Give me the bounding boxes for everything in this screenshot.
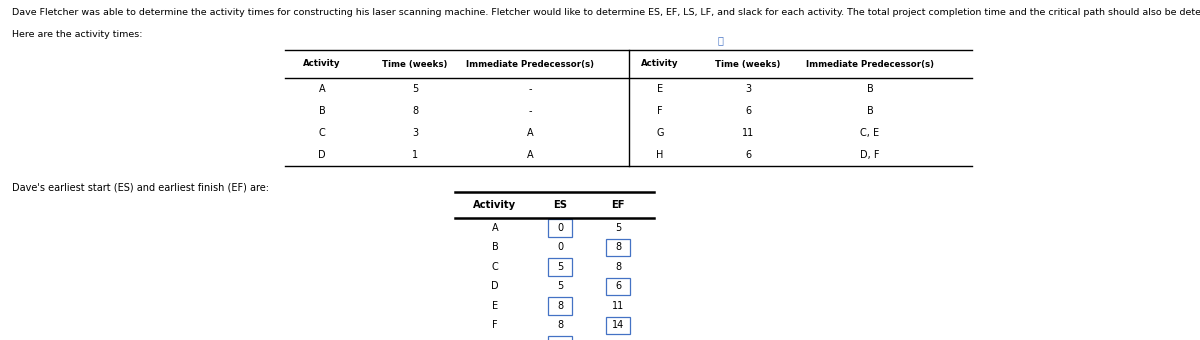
Text: Activity: Activity [474, 200, 516, 210]
Text: F: F [658, 106, 662, 116]
Text: 0: 0 [557, 223, 563, 233]
Text: ⬜: ⬜ [718, 35, 724, 45]
Text: 6: 6 [614, 281, 622, 291]
Text: B: B [866, 84, 874, 94]
Text: 3: 3 [412, 128, 418, 138]
Text: 6: 6 [745, 150, 751, 160]
Text: 8: 8 [614, 242, 622, 252]
Text: 3: 3 [745, 84, 751, 94]
Text: C, E: C, E [860, 128, 880, 138]
Text: Immediate Predecessor(s): Immediate Predecessor(s) [466, 59, 594, 68]
Text: Immediate Predecessor(s): Immediate Predecessor(s) [806, 59, 934, 68]
Text: Activity: Activity [304, 59, 341, 68]
Text: 5: 5 [412, 84, 418, 94]
Text: C: C [319, 128, 325, 138]
Text: A: A [492, 223, 498, 233]
Text: A: A [527, 128, 533, 138]
Text: 8: 8 [557, 301, 563, 311]
Text: E: E [492, 301, 498, 311]
Text: 1: 1 [412, 150, 418, 160]
Text: Dave Fletcher was able to determine the activity times for constructing his lase: Dave Fletcher was able to determine the … [12, 8, 1200, 17]
Text: C: C [492, 262, 498, 272]
Text: 5: 5 [557, 281, 563, 291]
Text: 14: 14 [612, 320, 624, 330]
Text: D: D [318, 150, 326, 160]
Text: 5: 5 [614, 223, 622, 233]
Text: 8: 8 [557, 320, 563, 330]
Text: E: E [656, 84, 664, 94]
Text: 11: 11 [612, 301, 624, 311]
Text: A: A [319, 84, 325, 94]
Text: H: H [656, 150, 664, 160]
Text: 6: 6 [745, 106, 751, 116]
Text: 5: 5 [557, 262, 563, 272]
Text: 8: 8 [412, 106, 418, 116]
Text: Dave's earliest start (ES) and earliest finish (EF) are:: Dave's earliest start (ES) and earliest … [12, 182, 269, 192]
Text: F: F [492, 320, 498, 330]
Text: D, F: D, F [860, 150, 880, 160]
Text: Here are the activity times:: Here are the activity times: [12, 30, 143, 39]
Text: B: B [866, 106, 874, 116]
Text: 11: 11 [742, 128, 754, 138]
Text: ES: ES [553, 200, 568, 210]
Text: Time (weeks): Time (weeks) [383, 59, 448, 68]
Text: Time (weeks): Time (weeks) [715, 59, 781, 68]
Text: -: - [528, 106, 532, 116]
Text: 8: 8 [614, 262, 622, 272]
Text: A: A [527, 150, 533, 160]
Text: B: B [319, 106, 325, 116]
Text: G: G [656, 128, 664, 138]
Text: D: D [491, 281, 499, 291]
Text: B: B [492, 242, 498, 252]
Text: Activity: Activity [641, 59, 679, 68]
Text: EF: EF [611, 200, 625, 210]
Text: -: - [528, 84, 532, 94]
Text: 0: 0 [557, 242, 563, 252]
